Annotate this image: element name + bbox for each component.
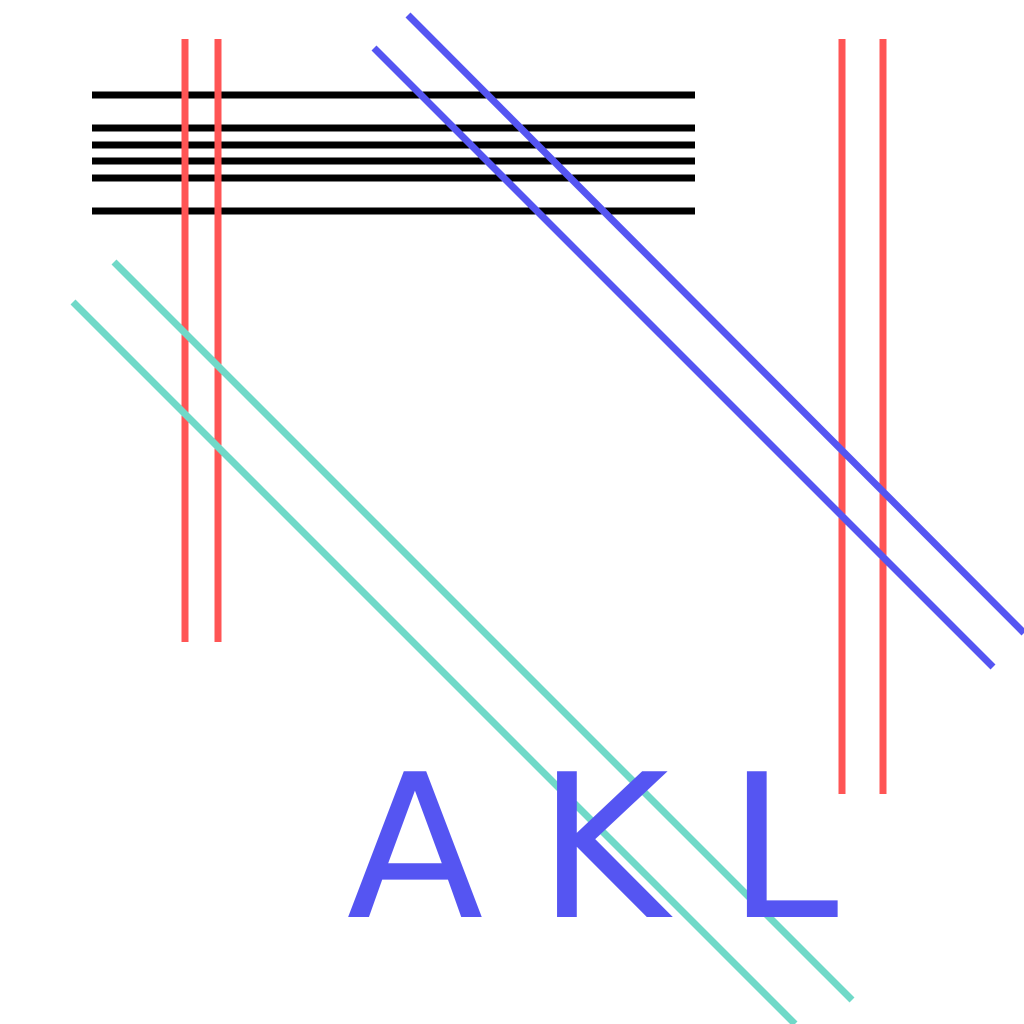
blue-diagonal-lines — [371, 12, 1024, 670]
teal-line-1 — [111, 259, 855, 1003]
left-red-vertical-lines — [181, 39, 222, 642]
right-red-vertical-lines — [838, 39, 887, 794]
letter-k: K — [537, 732, 673, 965]
blue-line-2 — [371, 45, 996, 670]
blue-line-1 — [405, 12, 1024, 636]
teal-diagonal-lines — [70, 259, 855, 1024]
teal-line-2 — [70, 299, 798, 1024]
letters-group: A K L — [347, 732, 839, 965]
black-horizontal-lines — [92, 91, 695, 215]
letter-l: L — [727, 732, 838, 965]
letter-a: A — [347, 732, 484, 965]
